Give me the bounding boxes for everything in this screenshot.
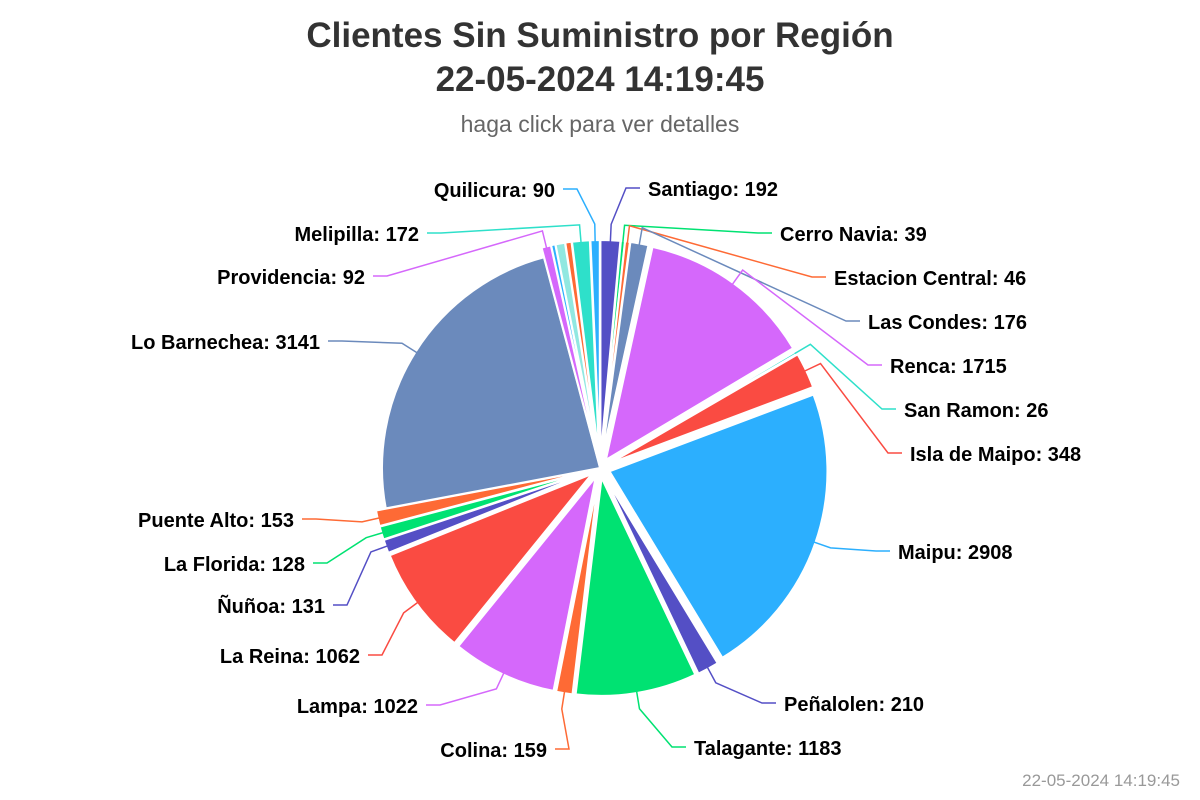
data-label-la-reina: La Reina: 1062 xyxy=(220,646,360,668)
connector-renca xyxy=(731,268,882,366)
connector-isla-de-maipo xyxy=(803,362,902,454)
connector-la-florida xyxy=(313,531,384,564)
data-label-quilicura: Quilicura: 90 xyxy=(434,180,555,202)
data-label-lampa: Lampa: 1022 xyxy=(297,696,418,718)
connector-lampa xyxy=(426,672,505,706)
data-label-la-florida: La Florida: 128 xyxy=(164,554,305,576)
data-label-colina: Colina: 159 xyxy=(440,740,547,762)
connector-quilicura xyxy=(563,188,596,243)
connector-la-reina xyxy=(368,601,419,656)
data-label-santiago: Santiago: 192 xyxy=(648,179,778,201)
connector-las-condes xyxy=(638,226,860,322)
credits-timestamp: 22-05-2024 14:19:45 xyxy=(1022,771,1180,790)
connector-santiago xyxy=(609,187,640,243)
data-label-san-ramon: San Ramon: 26 xyxy=(904,400,1048,422)
data-label-renca: Renca: 1715 xyxy=(890,356,1007,378)
data-label-estacion-central: Estacion Central: 46 xyxy=(834,268,1026,290)
data-label-penalolen: Peñalolen: 210 xyxy=(784,694,924,716)
data-label-lo-barnechea: Lo Barnechea: 3141 xyxy=(131,332,320,354)
connector-lo-barnechea xyxy=(328,340,418,354)
data-label-isla-de-maipo: Isla de Maipo: 348 xyxy=(910,444,1081,466)
pie-slices xyxy=(375,239,829,697)
connector-colina xyxy=(555,691,570,750)
label-connectors xyxy=(302,187,902,750)
connector-cerro-navia xyxy=(621,224,772,244)
data-label-melipilla: Melipilla: 172 xyxy=(295,224,420,246)
data-label-las-condes: Las Condes: 176 xyxy=(868,312,1027,334)
connector-providencia xyxy=(373,229,548,277)
connector-estacion-central xyxy=(626,224,826,278)
connector-talagante xyxy=(635,690,686,748)
data-label-nunoa: Ñuñoa: 131 xyxy=(217,595,325,618)
connector-puente-alto xyxy=(302,517,380,523)
connector-nunoa xyxy=(333,545,389,606)
connector-san-ramon xyxy=(794,343,896,410)
chart-title: Clientes Sin Suministro por Región xyxy=(306,16,894,55)
data-label-puente-alto: Puente Alto: 153 xyxy=(138,510,294,532)
data-label-maipu: Maipu: 2908 xyxy=(898,542,1012,564)
connector-melipilla xyxy=(427,224,582,243)
data-labels: Santiago: 192 Cerro Navia: 39 Estacion Cen… xyxy=(131,179,1081,762)
connector-maipu xyxy=(813,541,890,552)
chart-subtitle: haga click para ver detalles xyxy=(460,111,740,137)
connector-penalolen xyxy=(706,666,776,704)
data-label-cerro-navia: Cerro Navia: 39 xyxy=(780,224,927,246)
data-label-talagante: Talagante: 1183 xyxy=(694,738,841,760)
data-label-providencia: Providencia: 92 xyxy=(217,267,365,289)
chart-title-datetime: 22-05-2024 14:19:45 xyxy=(435,60,765,99)
